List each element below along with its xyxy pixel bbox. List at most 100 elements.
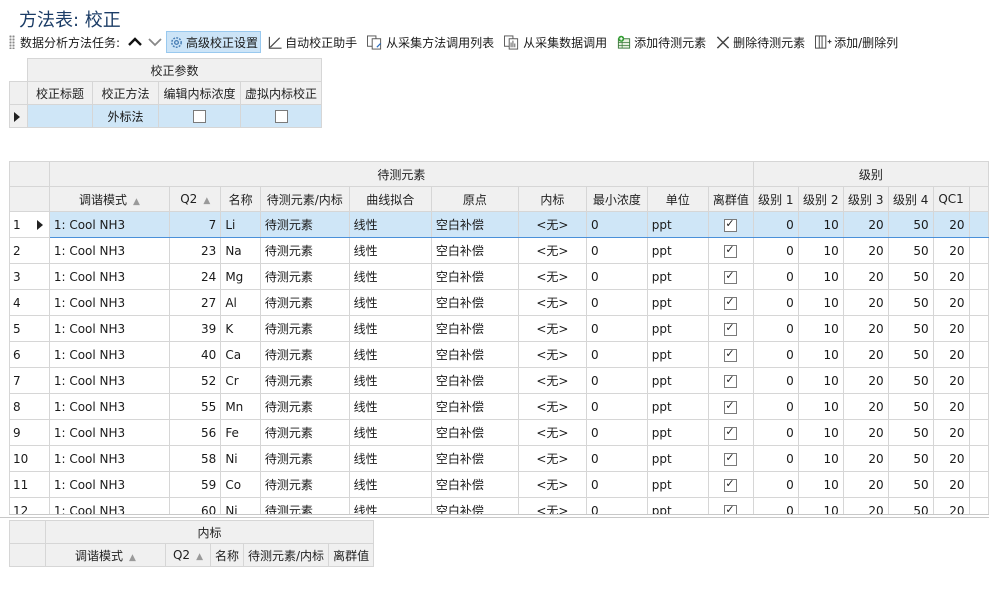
edit-istd-conc-checkbox[interactable] [193, 110, 206, 123]
table-row[interactable]: 61: Cool NH340Ca待测元素线性空白补偿<无>0ppt0102050… [9, 341, 989, 368]
istd-col-header-tune-mode[interactable]: 调谐模式 ▲ [45, 543, 166, 567]
outlier-checkbox[interactable] [724, 269, 738, 284]
name-cell[interactable]: Li [220, 211, 261, 238]
chevron-up-icon[interactable] [126, 33, 144, 51]
outlier-checkbox-cell[interactable] [707, 445, 754, 472]
qc1-cell[interactable]: 20 [932, 419, 970, 446]
unit-cell[interactable]: ppt [646, 341, 709, 368]
min-conc-cell[interactable]: 0 [586, 211, 648, 238]
row-number-cell[interactable]: 5 [9, 315, 50, 342]
row-number-cell[interactable]: 11 [9, 471, 50, 498]
level-4-cell[interactable]: 50 [887, 393, 934, 420]
row-number-cell[interactable]: 9 [9, 419, 50, 446]
row-number-cell[interactable]: 10 [9, 445, 50, 472]
table-row[interactable]: 111: Cool NH359Co待测元素线性空白补偿<无>0ppt010205… [9, 471, 989, 498]
istd-cell[interactable]: <无> [517, 445, 588, 472]
level-2-cell[interactable]: 10 [797, 341, 844, 368]
curve-fit-cell[interactable]: 线性 [348, 393, 432, 420]
curve-fit-cell[interactable]: 线性 [348, 289, 432, 316]
origin-cell[interactable]: 空白补偿 [430, 341, 519, 368]
curve-fit-cell[interactable]: 线性 [348, 315, 432, 342]
level-3-cell[interactable]: 20 [842, 289, 889, 316]
load-from-data-button[interactable]: 从采集数据调用 [500, 32, 610, 52]
truncated-cell[interactable] [968, 393, 989, 420]
min-conc-cell[interactable]: 0 [586, 471, 648, 498]
istd-cell[interactable]: <无> [517, 341, 588, 368]
calib-method-cell[interactable]: 外标法 [92, 104, 159, 128]
level-1-cell[interactable]: 0 [752, 211, 799, 238]
type-cell[interactable]: 待测元素 [259, 237, 350, 264]
level-2-cell[interactable]: 10 [797, 237, 844, 264]
curve-fit-cell[interactable]: 线性 [348, 341, 432, 368]
truncated-cell[interactable] [968, 315, 989, 342]
advanced-calibration-button[interactable]: 高级校正设置 [166, 31, 262, 53]
outlier-checkbox-cell[interactable] [707, 263, 754, 290]
name-cell[interactable]: Fe [220, 419, 261, 446]
level-3-cell[interactable]: 20 [842, 393, 889, 420]
level-1-cell[interactable]: 0 [752, 341, 799, 368]
tune-mode-cell[interactable]: 1: Cool NH3 [48, 393, 171, 420]
qc1-cell[interactable]: 20 [932, 367, 970, 394]
analyte-table-container[interactable]: 待测元素 级别 调谐模式 ▲ Q2 ▲ 名称 待测元素/内标 曲线拟合 原点 内标 … [9, 161, 989, 515]
level-1-cell[interactable]: 0 [752, 237, 799, 264]
col-header-outlier[interactable]: 离群值 [707, 186, 754, 212]
level-4-cell[interactable]: 50 [887, 367, 934, 394]
curve-fit-cell[interactable]: 线性 [348, 237, 432, 264]
origin-cell[interactable]: 空白补偿 [430, 263, 519, 290]
outlier-checkbox-cell[interactable] [707, 289, 754, 316]
q2-cell[interactable]: 55 [169, 393, 222, 420]
level-4-cell[interactable]: 50 [887, 237, 934, 264]
tune-mode-cell[interactable]: 1: Cool NH3 [48, 341, 171, 368]
qc1-cell[interactable]: 20 [932, 237, 970, 264]
q2-cell[interactable]: 40 [169, 341, 222, 368]
level-1-cell[interactable]: 0 [752, 393, 799, 420]
level-4-cell[interactable]: 50 [887, 419, 934, 446]
table-row[interactable]: 11: Cool NH37Li待测元素线性空白补偿<无>0ppt01020502… [9, 211, 989, 238]
origin-cell[interactable]: 空白补偿 [430, 315, 519, 342]
qc1-cell[interactable]: 20 [932, 497, 970, 514]
origin-cell[interactable]: 空白补偿 [430, 289, 519, 316]
level-1-cell[interactable]: 0 [752, 497, 799, 514]
min-conc-cell[interactable]: 0 [586, 263, 648, 290]
istd-cell[interactable]: <无> [517, 211, 588, 238]
level-1-cell[interactable]: 0 [752, 445, 799, 472]
unit-cell[interactable]: ppt [646, 471, 709, 498]
table-row[interactable]: 21: Cool NH323Na待测元素线性空白补偿<无>0ppt0102050… [9, 237, 989, 264]
unit-cell[interactable]: ppt [646, 237, 709, 264]
outlier-checkbox[interactable] [724, 399, 738, 414]
level-1-cell[interactable]: 0 [752, 263, 799, 290]
level-3-cell[interactable]: 20 [842, 471, 889, 498]
qc1-cell[interactable]: 20 [932, 263, 970, 290]
row-selector[interactable] [9, 104, 28, 128]
col-header-level-4[interactable]: 级别 4 [887, 186, 934, 212]
tune-mode-cell[interactable]: 1: Cool NH3 [48, 367, 171, 394]
unit-cell[interactable]: ppt [646, 367, 709, 394]
q2-cell[interactable]: 24 [169, 263, 222, 290]
level-2-cell[interactable]: 10 [797, 445, 844, 472]
panel-divider[interactable] [0, 517, 989, 518]
outlier-checkbox-cell[interactable] [707, 341, 754, 368]
level-2-cell[interactable]: 10 [797, 367, 844, 394]
tune-mode-cell[interactable]: 1: Cool NH3 [48, 315, 171, 342]
truncated-cell[interactable] [968, 471, 989, 498]
istd-col-header-q2[interactable]: Q2 ▲ [165, 543, 211, 567]
outlier-checkbox-cell[interactable] [707, 393, 754, 420]
outlier-checkbox[interactable] [724, 477, 738, 492]
level-4-cell[interactable]: 50 [887, 289, 934, 316]
level-3-cell[interactable]: 20 [842, 237, 889, 264]
q2-cell[interactable]: 59 [169, 471, 222, 498]
name-cell[interactable]: Ca [220, 341, 261, 368]
name-cell[interactable]: K [220, 315, 261, 342]
row-number-cell[interactable]: 12 [9, 497, 50, 514]
tune-mode-cell[interactable]: 1: Cool NH3 [48, 211, 171, 238]
origin-cell[interactable]: 空白补偿 [430, 497, 519, 514]
istd-cell[interactable]: <无> [517, 367, 588, 394]
istd-col-header-name[interactable]: 名称 [209, 543, 245, 567]
outlier-checkbox[interactable] [724, 503, 738, 514]
origin-cell[interactable]: 空白补偿 [430, 445, 519, 472]
calibration-row[interactable]: 外标法 [9, 104, 323, 128]
tune-mode-cell[interactable]: 1: Cool NH3 [48, 263, 171, 290]
row-number-cell[interactable]: 8 [9, 393, 50, 420]
type-cell[interactable]: 待测元素 [259, 211, 350, 238]
col-header-qc1[interactable]: QC1 [932, 186, 970, 212]
